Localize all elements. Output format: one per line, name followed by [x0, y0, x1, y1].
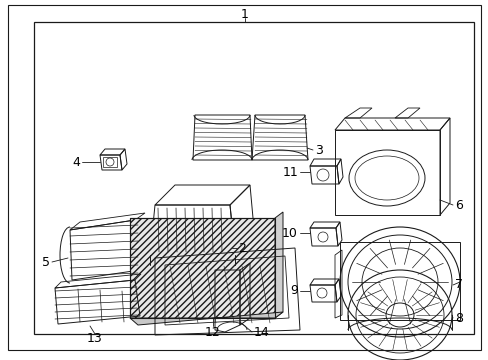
- Polygon shape: [130, 312, 283, 325]
- Text: 8: 8: [454, 311, 462, 324]
- Bar: [103, 157, 117, 167]
- Text: 3: 3: [314, 144, 322, 157]
- Text: 10: 10: [282, 226, 297, 239]
- Text: 12: 12: [204, 325, 221, 338]
- Text: 4: 4: [72, 156, 80, 168]
- Text: 1: 1: [241, 8, 248, 21]
- Bar: [34, 22, 473, 334]
- Text: 6: 6: [454, 198, 462, 212]
- Text: 11: 11: [282, 166, 297, 179]
- Bar: [130, 218, 274, 318]
- Text: 5: 5: [42, 256, 50, 269]
- Text: 13: 13: [87, 332, 102, 345]
- Text: 7: 7: [454, 279, 462, 292]
- Polygon shape: [274, 212, 283, 318]
- Text: 9: 9: [289, 284, 297, 297]
- Text: 14: 14: [253, 325, 269, 338]
- Text: 2: 2: [238, 242, 245, 255]
- Bar: [130, 218, 274, 318]
